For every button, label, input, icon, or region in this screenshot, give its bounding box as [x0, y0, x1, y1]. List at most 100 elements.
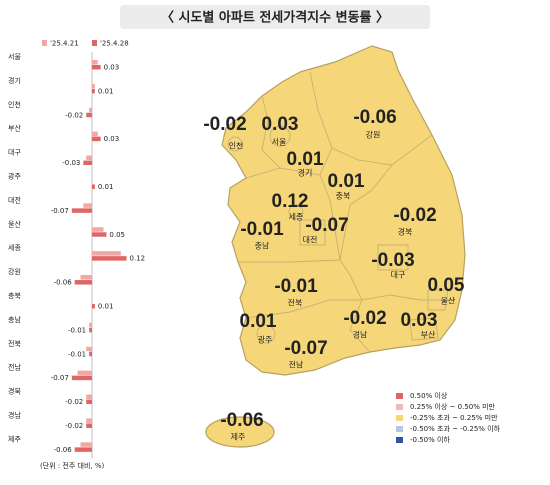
category-label: 부산 [8, 124, 21, 133]
region-name: 충남 [255, 242, 270, 251]
region-value: -0.06 [220, 410, 263, 431]
bar [89, 327, 92, 333]
bar [86, 394, 92, 400]
category-label: 서울 [8, 52, 21, 61]
bar [89, 107, 92, 113]
region-value: 0.01 [240, 311, 277, 332]
region-name: 경기 [298, 168, 313, 178]
bar [86, 399, 92, 405]
bar [86, 112, 92, 118]
region-name: 인천 [229, 141, 244, 151]
region-name: 경남 [353, 330, 368, 340]
region-name: 경북 [398, 227, 413, 237]
unit-note: (단위 : 전주 대비, %) [40, 461, 105, 470]
region-value: -0.01 [274, 276, 318, 297]
region-value: -0.02 [393, 205, 436, 226]
bar [74, 280, 92, 285]
category-label: 세종 [8, 243, 21, 252]
value-label: -0.03 [62, 159, 80, 167]
bar [89, 322, 92, 328]
region-name: 세종 [289, 213, 304, 222]
bar [92, 256, 127, 261]
region-value: 0.05 [428, 275, 465, 296]
region-value: 0.03 [262, 114, 299, 135]
region-name: 대구 [391, 271, 406, 280]
mainland [221, 45, 466, 376]
region-value: 0.01 [328, 171, 365, 192]
region-value: -0.02 [343, 308, 386, 329]
jeju-island [205, 416, 275, 448]
legend-label: '25.4.21 [50, 40, 79, 48]
bar [86, 155, 92, 161]
map-legend-label: 0.25% 이상 ~ 0.50% 미만 [410, 402, 496, 411]
value-label: 0.01 [98, 183, 114, 191]
bar [92, 83, 95, 89]
bar [92, 227, 104, 232]
category-label: 경기 [8, 76, 21, 85]
chart-title: 〈 시도별 아파트 전세가격지수 변동률 〉 [161, 10, 389, 26]
bar [92, 131, 98, 137]
region-name: 광주 [258, 335, 273, 345]
category-label: 충남 [8, 315, 21, 324]
region-value: 0.03 [401, 310, 438, 331]
bar [77, 370, 92, 376]
bar [80, 442, 92, 447]
region-value: -0.02 [203, 114, 246, 135]
value-label: 0.12 [130, 255, 146, 263]
title-box [120, 5, 430, 29]
legend-swatch [92, 40, 97, 46]
value-label: 0.01 [98, 87, 114, 95]
category-label: 경북 [8, 387, 21, 396]
value-label: 0.01 [98, 302, 114, 310]
value-label: -0.01 [68, 326, 86, 334]
value-label: -0.07 [51, 207, 69, 215]
region-value: -0.06 [353, 107, 396, 128]
legend-swatch [42, 40, 47, 46]
region-value: 0.12 [272, 191, 309, 212]
value-label: -0.02 [65, 398, 83, 406]
bar [92, 88, 95, 94]
region-value: -0.07 [284, 338, 327, 359]
bar [71, 208, 92, 213]
value-label: -0.07 [51, 374, 69, 382]
region-value: 0.01 [287, 149, 324, 170]
region-name: 제주 [231, 433, 246, 442]
region-name: 서울 [272, 138, 287, 147]
legend-label: '25.4.28 [100, 40, 129, 48]
category-label: 울산 [8, 219, 21, 228]
value-label: 0.03 [104, 135, 120, 143]
category-label: 인천 [8, 100, 21, 109]
bar [92, 64, 101, 70]
bar [74, 447, 92, 452]
category-label: 전북 [8, 339, 21, 348]
boundaries [227, 71, 455, 353]
bar [92, 251, 121, 256]
category-label: 제주 [8, 435, 21, 443]
category-label: 강원 [8, 267, 21, 276]
region-name: 전북 [288, 298, 303, 308]
bar [86, 346, 92, 352]
region-name: 대전 [303, 235, 318, 245]
map-legend-swatch [396, 393, 403, 399]
region-name: 전남 [289, 360, 304, 370]
bar [80, 275, 92, 280]
region-name: 강원 [366, 130, 381, 140]
map-legend-label: -0.25% 초과 ~ 0.25% 미만 [410, 413, 498, 422]
category-label: 전남 [8, 363, 21, 372]
region-name: 충북 [336, 192, 351, 201]
value-label: -0.06 [54, 446, 73, 454]
bar [83, 160, 92, 166]
bar [92, 184, 95, 189]
bar [92, 303, 95, 309]
value-label: -0.01 [68, 350, 86, 358]
bar [92, 59, 98, 65]
map-legend-swatch [396, 404, 403, 410]
map-legend-swatch [396, 437, 403, 443]
category-label: 대구 [8, 149, 21, 157]
map-legend-swatch [396, 426, 403, 432]
value-label: -0.02 [65, 111, 83, 119]
region-value: -0.01 [240, 219, 284, 240]
region-value: -0.03 [371, 250, 414, 271]
